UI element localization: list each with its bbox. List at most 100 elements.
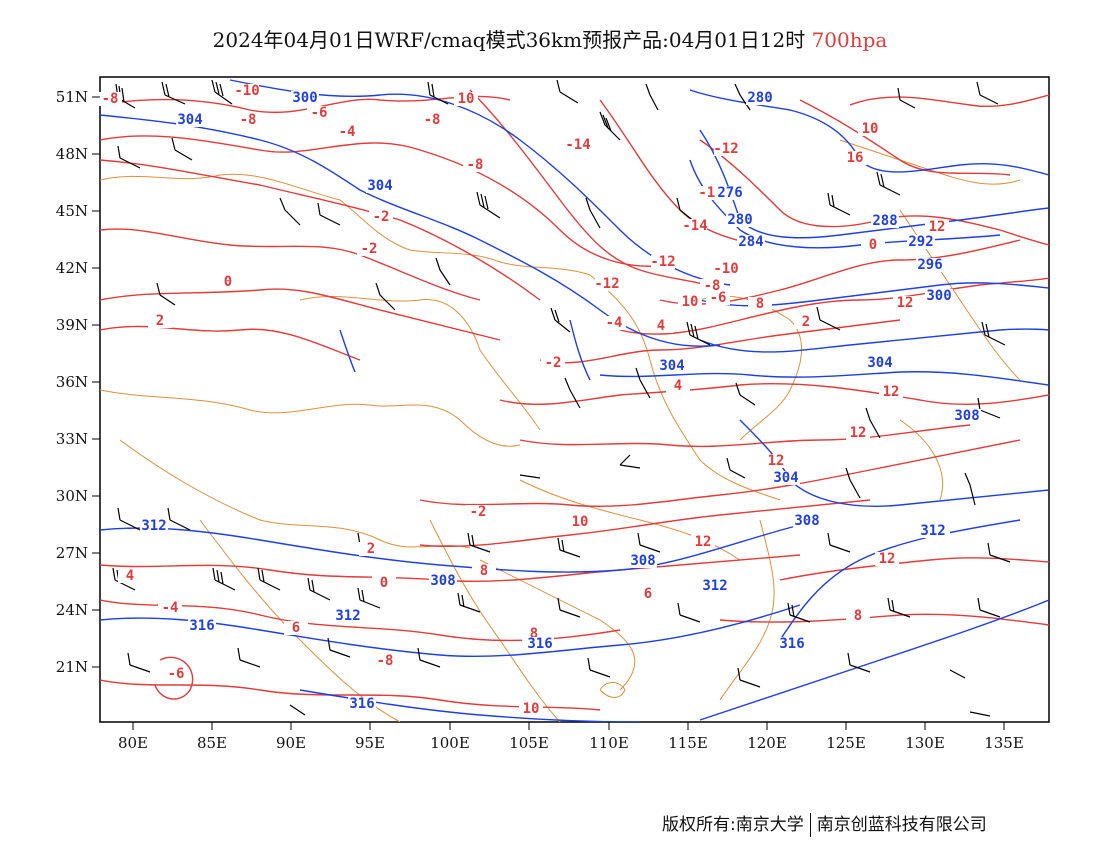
temp-label-bg (714, 142, 738, 156)
temperature-label: 2 (802, 314, 810, 330)
height-label: 316 (527, 636, 552, 652)
temperature-label: -6 (311, 105, 328, 121)
latitude-axis: 51N 48N 45N 42N 39N 36N 33N 30N 27N 24N 21N (56, 88, 100, 676)
height-label-bg (772, 471, 800, 485)
lat-tick-label: 48N (56, 145, 88, 163)
temp-label-bg (678, 295, 702, 309)
height-label: 284 (738, 234, 763, 250)
height-label: 296 (917, 257, 942, 273)
height-label-bg (925, 289, 953, 303)
temperature-label: 8 (530, 626, 538, 642)
height-label-bg (429, 574, 457, 588)
temp-label-bg (466, 505, 490, 519)
temp-label-bg (216, 275, 240, 289)
height-label: 312 (920, 523, 945, 539)
temperature-label: 4 (657, 318, 665, 334)
temperature-label: -10 (234, 83, 259, 99)
temperature-label: -8 (240, 112, 257, 128)
temperature-label: 10 (523, 701, 540, 717)
temperature-label: -10 (713, 261, 738, 277)
temp-label-bg (714, 262, 738, 276)
temp-label-bg (700, 279, 724, 293)
height-label-bg (366, 179, 394, 193)
temperature-label: 10 (862, 121, 879, 137)
lat-tick-label: 27N (56, 544, 88, 562)
temperature-label: 8 (854, 608, 862, 624)
lat-tick-label: 30N (56, 487, 88, 505)
temp-label-bg (541, 356, 565, 370)
temperature-label: -8 (377, 653, 394, 669)
temp-label-bg (284, 621, 308, 635)
temperature-label: -8 (467, 157, 484, 173)
height-labels: 3003043042802762802842882922963003043043… (140, 90, 981, 712)
temperature-label: 12 (929, 219, 946, 235)
lat-tick-label: 24N (56, 601, 88, 619)
temp-label-bg (98, 92, 122, 106)
temp-label-bg (307, 106, 331, 120)
height-label: 280 (727, 212, 752, 228)
height-label-bg (176, 113, 204, 127)
lat-tick-label: 39N (56, 316, 88, 334)
temperature-label: -2 (545, 355, 562, 371)
longitude-axis: 80E 85E 90E 95E 100E 105E 110E 115E 120E 125E 130E… (118, 722, 1024, 752)
height-label: 304 (659, 358, 684, 374)
height-label-bg (919, 524, 947, 538)
title-level: 700hpa (811, 28, 888, 52)
temperature-label: -2 (470, 504, 487, 520)
lon-tick-label: 90E (276, 734, 306, 752)
map-title: 2024年04月01日WRF/cmaq模式36km预报产品:04月01日12时 … (0, 24, 1100, 53)
lon-tick-label: 105E (509, 734, 549, 752)
temperature-label: 8 (756, 296, 764, 312)
temp-label-bg (893, 296, 917, 310)
height-label: 316 (779, 636, 804, 652)
temperature-label: -14 (682, 218, 707, 234)
lon-tick-label: 95E (355, 734, 385, 752)
temperature-label: -6 (168, 666, 185, 682)
height-label: 276 (717, 185, 742, 201)
temp-label-bg (472, 564, 496, 578)
temperature-label: -12 (594, 276, 619, 292)
height-label-bg (701, 579, 729, 593)
lon-tick-label: 120E (747, 734, 787, 752)
lon-tick-label: 110E (589, 734, 629, 752)
temp-label-bg (666, 379, 690, 393)
temperature-label: 0 (869, 237, 877, 253)
temperature-label: -12 (713, 141, 738, 157)
temp-label-bg (748, 297, 772, 311)
height-label: 308 (794, 513, 819, 529)
temperature-label: 4 (126, 568, 134, 584)
temperature-label: -4 (339, 124, 356, 140)
temp-label-bg (359, 542, 383, 556)
temperature-label: 10 (458, 91, 475, 107)
height-label: 316 (189, 618, 214, 634)
temperature-label: -8 (424, 112, 441, 128)
temp-label-bg (706, 291, 730, 305)
temp-label-bg (158, 601, 182, 615)
height-label: 300 (292, 90, 317, 106)
temp-label-bg (925, 220, 949, 234)
lat-tick-label: 36N (56, 373, 88, 391)
temp-label-bg (861, 238, 885, 252)
temp-label-bg (118, 569, 142, 583)
height-label-bg (866, 356, 894, 370)
height-label-bg (737, 235, 765, 249)
temp-label-bg (691, 535, 715, 549)
temperature-label: 8 (480, 563, 488, 579)
height-label-bg (793, 514, 821, 528)
footer-copyright: 版权所有:南京大学 (662, 815, 804, 835)
temp-label-bg (843, 151, 867, 165)
temperature-label: 0 (380, 575, 388, 591)
temp-label-bg (235, 84, 259, 98)
temp-label-bg (566, 138, 590, 152)
height-label-bg (140, 519, 168, 533)
height-label-bg (871, 214, 899, 228)
temperature-label: 12 (883, 384, 900, 400)
temp-label-bg (373, 654, 397, 668)
temperature-label: 12 (695, 534, 712, 550)
temp-label-bg (236, 113, 260, 127)
temperature-label: 16 (847, 150, 864, 166)
temp-label-bg (602, 316, 626, 330)
wind-barbs (112, 79, 1011, 717)
lon-tick-label: 125E (826, 734, 866, 752)
